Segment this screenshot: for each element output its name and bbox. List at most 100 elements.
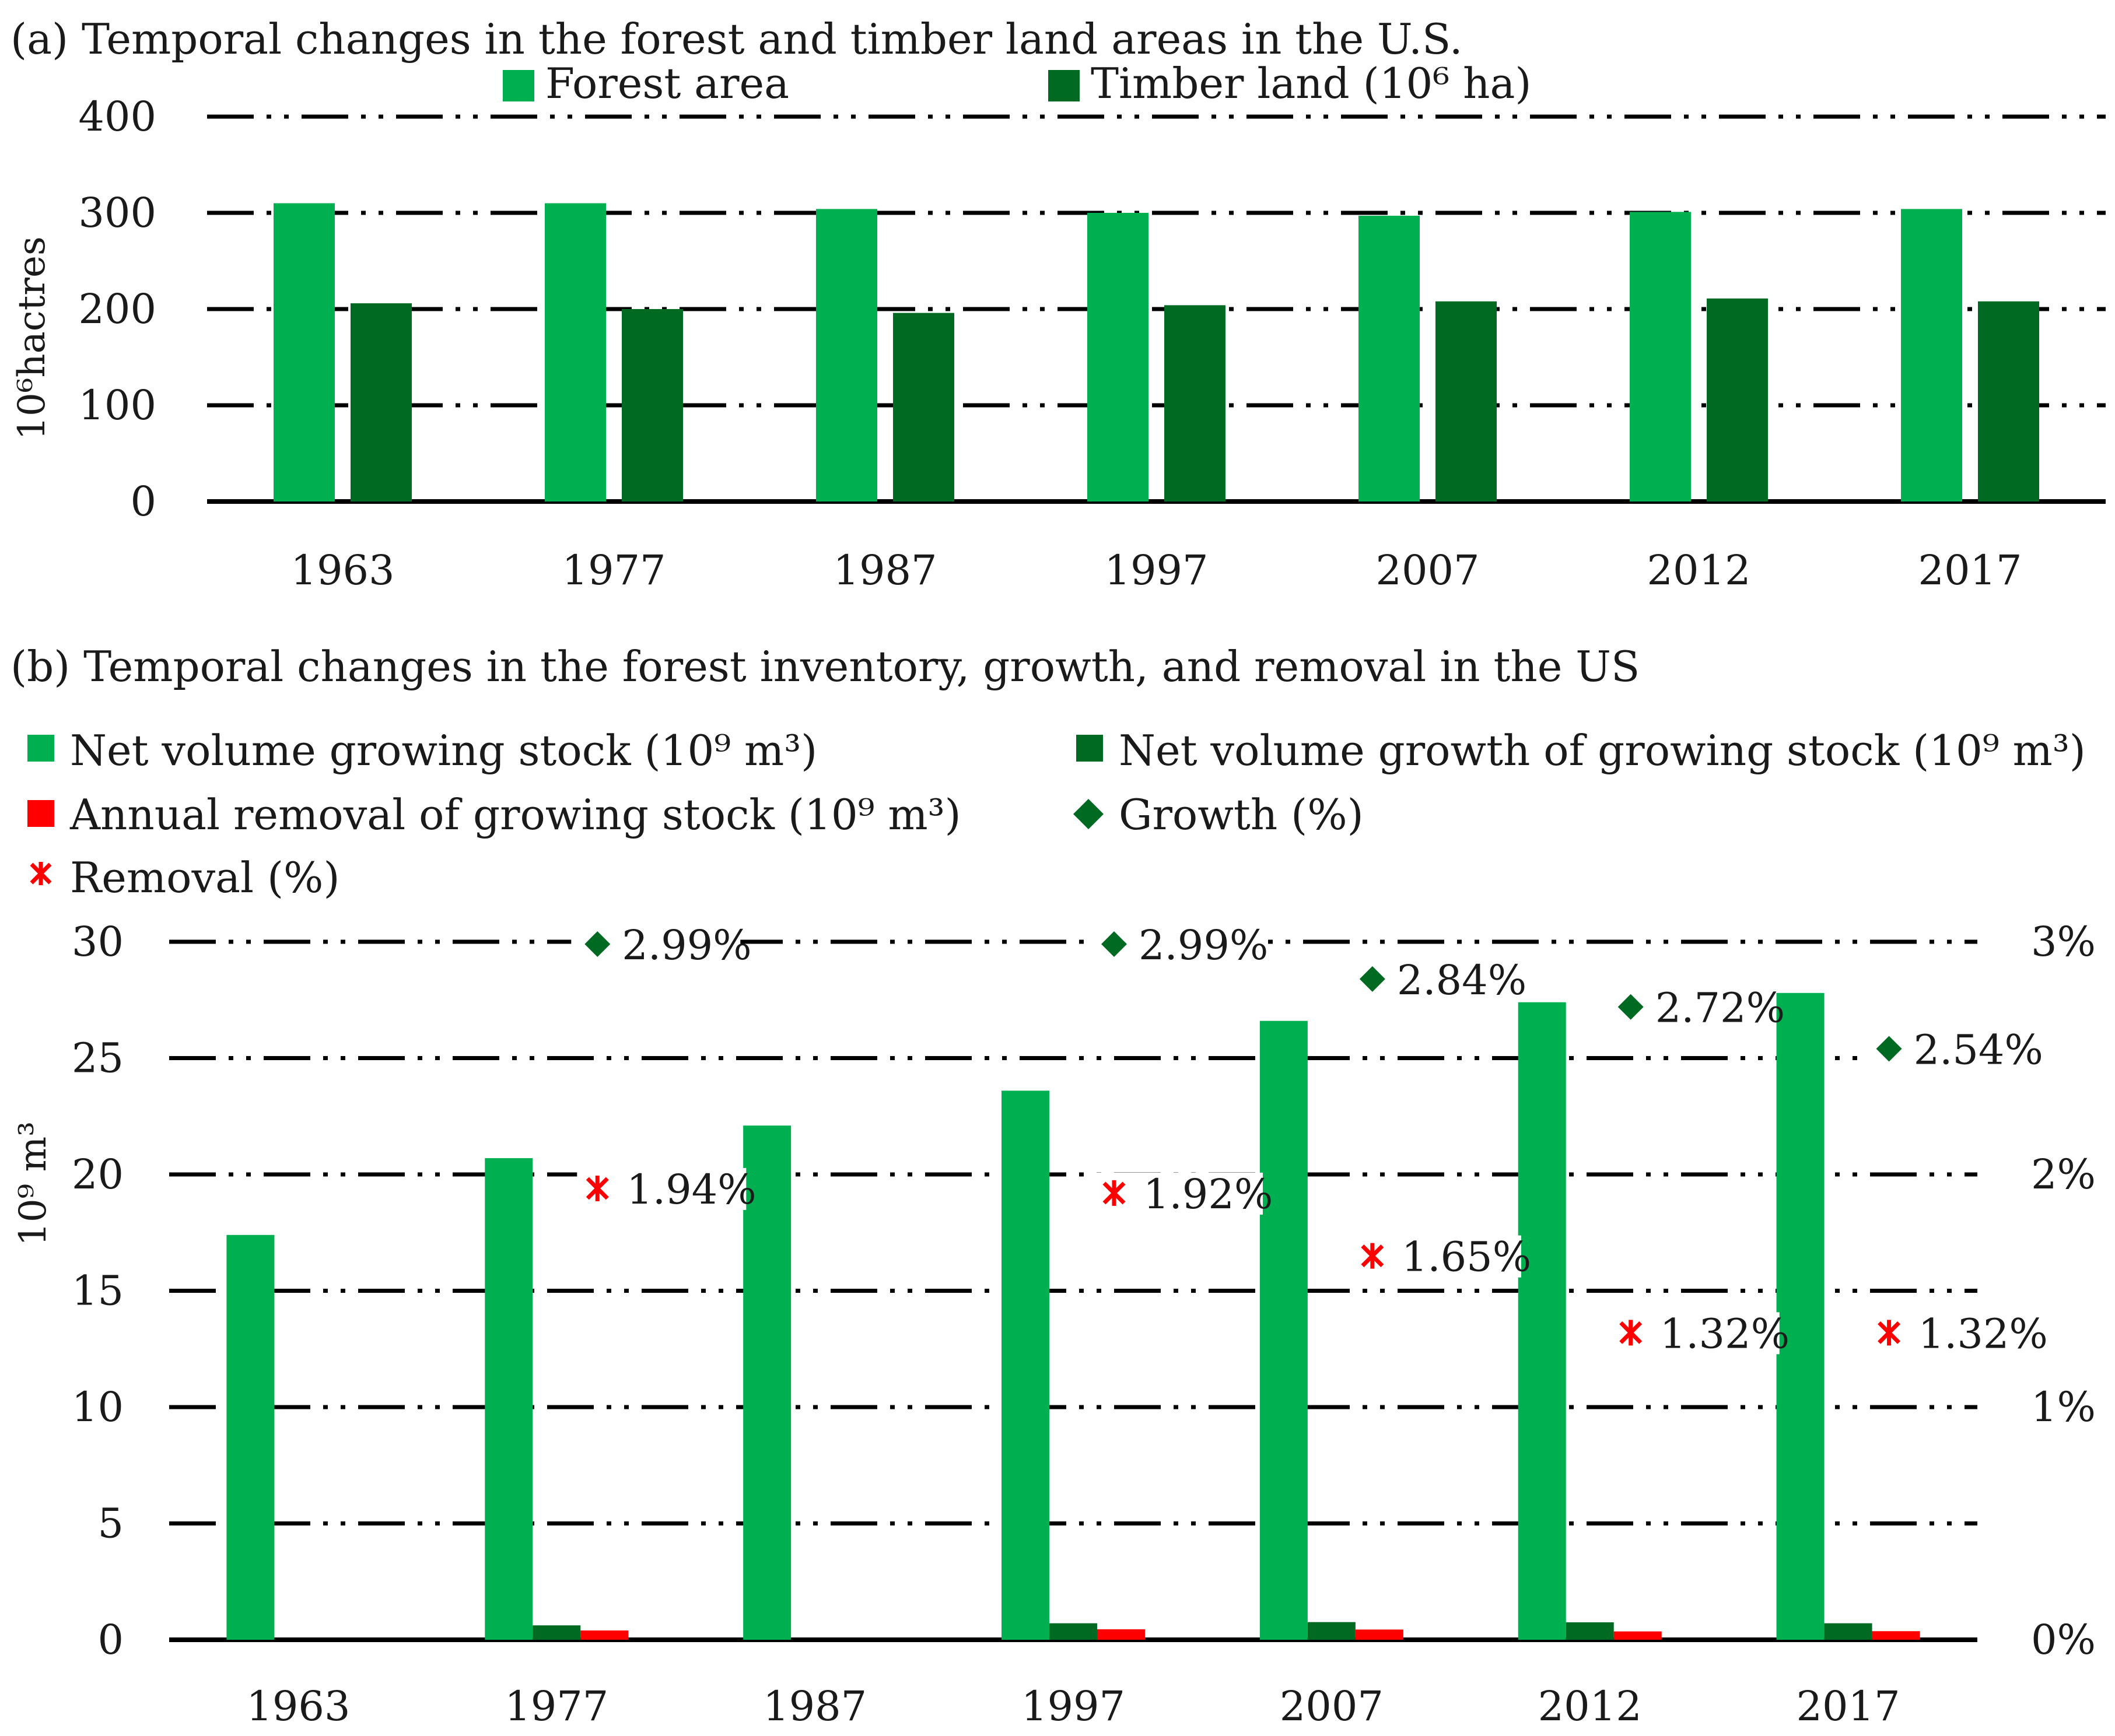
chart-b-removal-marker — [1619, 1320, 1643, 1346]
legend-b-swatch-growth-volume — [1076, 735, 1103, 762]
chart-b-removal-label: 1.65% — [1402, 1233, 1531, 1281]
chart-b-y-tick-label: 10 — [72, 1383, 124, 1431]
chart-b-bar — [580, 1630, 629, 1640]
chart-b-y2-tick-label: 3% — [2031, 918, 2096, 966]
chart-b-bar — [1002, 1090, 1049, 1640]
chart-b-removal-label-bg — [1610, 1312, 1780, 1355]
chart-b-growth-marker — [1617, 994, 1644, 1020]
chart-b-bar — [1307, 1622, 1356, 1640]
chart-a: (a) Temporal changes in the forest and t… — [10, 15, 2106, 594]
chart-b-y2-ticks: 0% 1% 2% 3% — [2031, 918, 2096, 1664]
chart-b-x-tick-label: 2012 — [1538, 1682, 1642, 1730]
chart-b-removal-marker — [586, 1175, 609, 1201]
legend-a-label-timber: Timber land (10⁶ ha) — [1091, 59, 1531, 108]
chart-b-bar — [1049, 1623, 1097, 1640]
chart-b-bar — [1824, 1623, 1872, 1640]
chart-a-bar — [1707, 298, 1768, 501]
chart-b-y-ticks: 0 5 10 15 20 25 30 — [72, 918, 124, 1664]
chart-b-removal-marker — [1878, 1320, 1901, 1346]
chart-b-bar — [1776, 992, 1825, 1640]
chart-b-growth-label: 2.72% — [1655, 984, 1785, 1032]
chart-b-bar — [1097, 1629, 1145, 1640]
chart-b-growth-marker — [1101, 931, 1127, 957]
chart-b-bar — [1355, 1629, 1403, 1640]
chart-a-y-tick-label: 400 — [78, 93, 156, 141]
chart-b-gridlines — [169, 939, 1977, 1642]
legend-b-label-removal-volume: Annual removal of growing stock (10⁹ m³) — [69, 790, 961, 839]
chart-b-growth-label: 2.54% — [1914, 1026, 2043, 1074]
chart-a-bar — [816, 209, 877, 501]
chart-a-y-tick-label: 0 — [130, 478, 156, 525]
chart-a-y-ticks: 0 100 200 300 400 — [78, 93, 156, 525]
legend-a-swatch-timber — [1048, 70, 1080, 101]
legend-a-label-forest: Forest area — [545, 59, 789, 108]
chart-b-x-tick-label: 1963 — [246, 1682, 350, 1730]
chart-b-removal-marker — [1102, 1180, 1126, 1206]
chart-a-bar — [1358, 215, 1420, 501]
chart-b-x-tick-label: 2007 — [1280, 1682, 1384, 1730]
chart-a-bar — [274, 203, 335, 501]
legend-b-label-growth-volume: Net volume growth of growing stock (10⁹ … — [1119, 726, 2086, 775]
chart-b-removal-label: 1.32% — [1918, 1310, 2048, 1358]
chart-b: (b) Temporal changes in the forest inven… — [10, 642, 2096, 1730]
legend-b-swatch-removal-volume — [27, 800, 54, 827]
chart-a-x-tick-label: 2012 — [1647, 546, 1750, 594]
chart-b-x-tick-label: 2017 — [1796, 1682, 1900, 1730]
chart-b-removal-label: 1.32% — [1660, 1310, 1790, 1358]
chart-a-bar — [545, 203, 606, 501]
chart-b-y-tick-label: 30 — [72, 918, 124, 966]
chart-a-bar — [622, 309, 683, 501]
legend-b-marker-removal-pct — [30, 862, 52, 885]
chart-a-bar — [1978, 301, 2039, 501]
chart-b-title: (b) Temporal changes in the forest inven… — [10, 642, 1640, 691]
chart-b-removal-label-bg — [1868, 1312, 2038, 1355]
chart-b-y-tick-label: 15 — [72, 1267, 124, 1315]
chart-b-growth-marker — [1359, 966, 1385, 992]
legend-a-swatch-forest — [503, 70, 534, 101]
legend-b-label-removal-pct: Removal (%) — [70, 853, 340, 902]
chart-b-removal-label-bg — [1351, 1235, 1521, 1278]
chart-a-y-tick-label: 200 — [78, 285, 156, 333]
chart-a-bar — [1087, 213, 1148, 501]
chart-a-gridlines — [207, 114, 2106, 504]
chart-b-removal-label: 1.94% — [626, 1166, 756, 1214]
chart-b-ylabel: 10⁹ m³ — [12, 1121, 55, 1246]
chart-b-bar — [226, 1235, 275, 1640]
chart-b-y-tick-label: 25 — [72, 1034, 124, 1082]
chart-b-x-tick-label: 1987 — [763, 1682, 867, 1730]
chart-b-removal-label-bg — [577, 1167, 747, 1210]
chart-a-bar — [893, 313, 954, 501]
chart-b-removal-marker — [1361, 1243, 1384, 1269]
legend-b-label-growth-pct: Growth (%) — [1119, 790, 1364, 839]
chart-b-removal-label-bg — [1094, 1172, 1263, 1215]
chart-b-y-tick-label: 0 — [97, 1616, 124, 1664]
legend-b-marker-growth-pct — [1073, 799, 1104, 829]
chart-a-y-tick-label: 300 — [78, 189, 156, 237]
chart-a-x-tick-label: 1977 — [562, 546, 666, 594]
chart-a-title: (a) Temporal changes in the forest and t… — [10, 15, 1463, 64]
chart-b-bar — [1872, 1631, 1920, 1640]
chart-b-x-ticks: 1963 1977 1987 1997 2007 2012 2017 — [246, 1682, 1900, 1730]
chart-a-x-tick-label: 1963 — [290, 546, 394, 594]
chart-a-bar — [1435, 301, 1497, 501]
chart-a-x-ticks: 1963 1977 1987 1997 2007 2012 2017 — [290, 546, 2022, 594]
chart-b-removal-label: 1.92% — [1143, 1170, 1273, 1218]
chart-a-y-tick-label: 100 — [78, 381, 156, 429]
chart-b-bars — [226, 992, 1920, 1640]
chart-b-bar — [1566, 1622, 1614, 1640]
chart-b-bar — [1518, 1002, 1566, 1640]
chart-b-growth-label: 2.84% — [1397, 956, 1526, 1004]
chart-b-y-tick-label: 5 — [97, 1500, 124, 1548]
chart-a-x-tick-label: 2007 — [1375, 546, 1479, 594]
chart-a-x-tick-label: 2017 — [1918, 546, 2022, 594]
chart-b-growth-label: 2.99% — [1139, 921, 1268, 969]
chart-b-x-tick-label: 1997 — [1021, 1682, 1125, 1730]
chart-b-y2-tick-label: 2% — [2031, 1151, 2096, 1198]
chart-b-growth-marker — [1876, 1036, 1902, 1062]
chart-b-bar — [485, 1158, 533, 1640]
chart-b-y-tick-label: 20 — [72, 1151, 124, 1198]
chart-b-bar — [533, 1625, 581, 1640]
chart-b-x-tick-label: 1977 — [505, 1682, 608, 1730]
legend-b-label-net-volume: Net volume growing stock (10⁹ m³) — [70, 726, 817, 775]
